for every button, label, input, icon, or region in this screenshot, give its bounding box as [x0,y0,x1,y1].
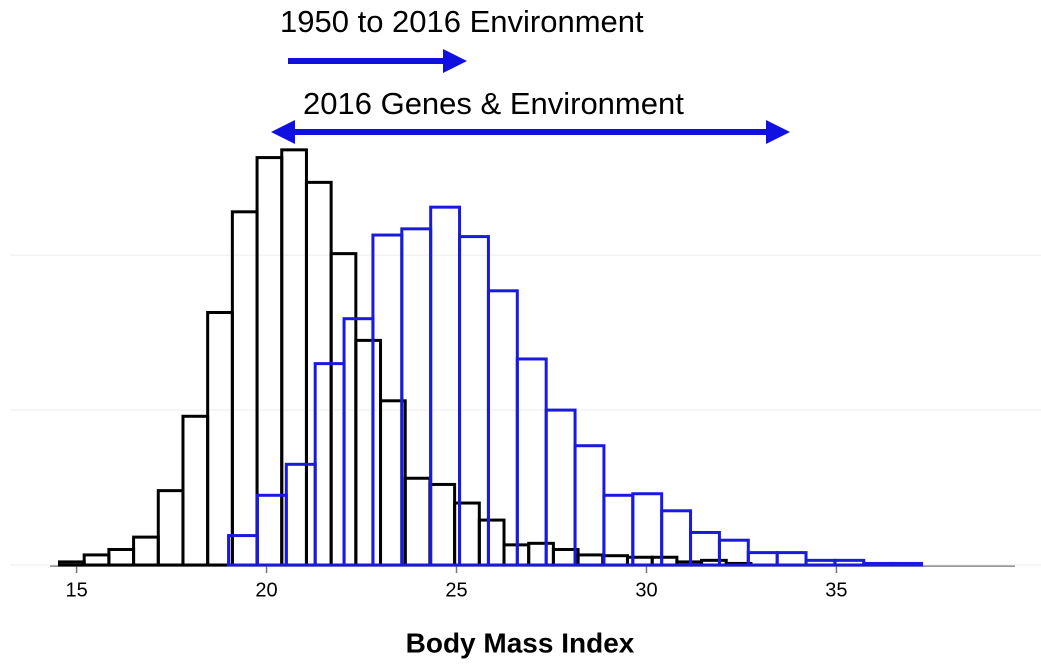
annotation: 2016 Genes & Environment [303,86,684,121]
histogram-bar [576,553,605,567]
histogram-bar [573,444,606,567]
histogram-bar [515,357,548,567]
histogram-bar [775,551,808,567]
x-tick-label: 30 [635,579,657,601]
histogram-bar [132,535,160,567]
histogram-bar [304,180,333,567]
histogram-bar [342,317,375,567]
annotation: 1950 to 2016 Environment [280,4,644,39]
histogram-bar [107,548,136,567]
x-tick-label: 25 [445,579,467,601]
histogram-bar [428,482,457,567]
histogram-bar [544,408,577,567]
histogram-bar [255,156,284,567]
histogram-bar [527,541,555,567]
histogram-bar [230,210,259,567]
x-tick-label: 15 [65,579,87,601]
histogram-bar [833,558,866,567]
x-tick-label: 35 [825,579,847,601]
histogram-bar [57,560,86,567]
histogram-bar [891,561,924,567]
x-tick-label: 20 [255,579,277,601]
histogram-bar [458,235,490,567]
histogram-bar [477,518,506,567]
histogram-bar [181,414,210,567]
histogram-bar [862,561,895,567]
histogram-bar [206,310,234,567]
x-axis-label: Body Mass Index [406,627,635,658]
histogram-bar [82,553,111,567]
histogram-bar [403,476,432,567]
histogram-bar [313,362,346,567]
histogram-bar [746,551,779,567]
histogram-bar [631,492,664,567]
histogram-bar [804,558,837,567]
histogram-bar [354,338,383,567]
histogram-bar [284,462,317,567]
histogram-bar [156,489,185,567]
